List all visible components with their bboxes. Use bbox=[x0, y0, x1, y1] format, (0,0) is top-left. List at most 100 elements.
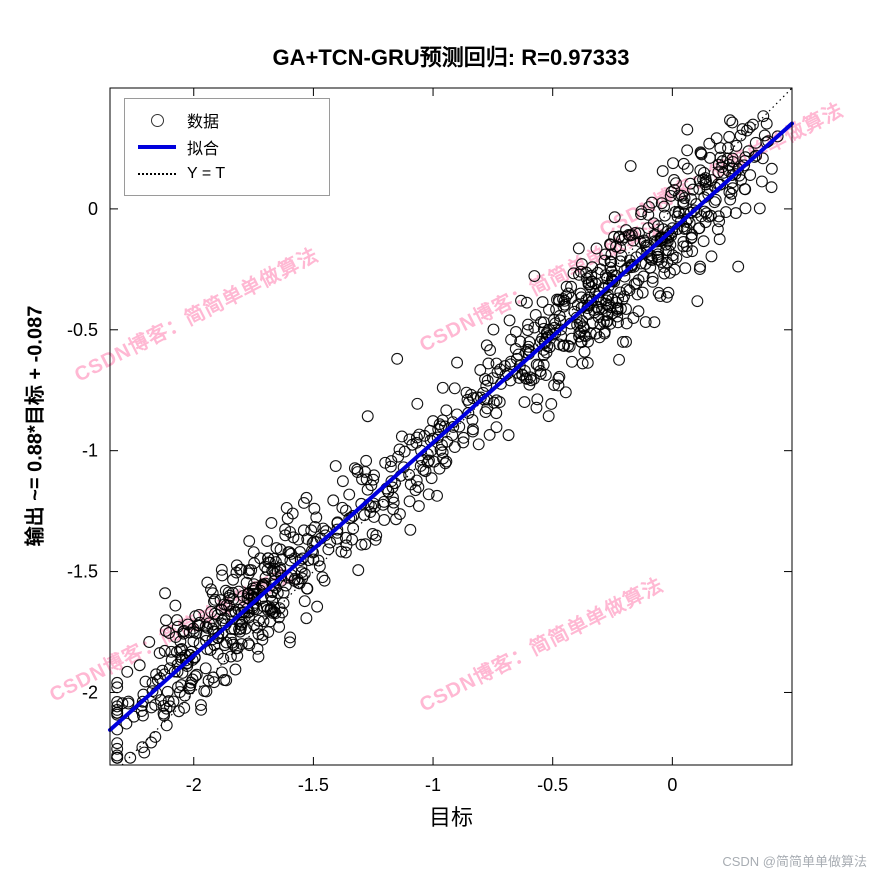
data-point bbox=[635, 205, 648, 218]
data-point bbox=[313, 560, 326, 573]
data-point bbox=[639, 316, 652, 329]
data-point bbox=[558, 294, 571, 307]
data-point bbox=[514, 335, 527, 348]
data-point bbox=[474, 364, 487, 376]
data-point bbox=[287, 531, 300, 544]
data-point bbox=[387, 491, 399, 504]
data-point bbox=[575, 258, 588, 271]
data-point bbox=[723, 130, 736, 143]
data-point bbox=[331, 523, 344, 536]
data-point bbox=[243, 535, 256, 547]
data-point bbox=[301, 582, 314, 595]
data-point bbox=[686, 183, 699, 196]
data-point bbox=[536, 296, 549, 308]
data-point bbox=[137, 709, 149, 722]
data-point bbox=[713, 215, 726, 228]
data-point bbox=[143, 636, 156, 648]
data-point bbox=[589, 277, 602, 290]
data-point bbox=[503, 314, 516, 327]
data-point bbox=[163, 626, 175, 639]
data-point bbox=[691, 295, 704, 308]
data-point bbox=[727, 155, 739, 168]
data-point bbox=[747, 118, 759, 131]
data-point bbox=[268, 562, 280, 575]
data-point bbox=[280, 501, 293, 514]
data-point bbox=[605, 256, 618, 269]
data-point bbox=[433, 418, 446, 431]
data-point bbox=[256, 629, 269, 641]
data-point bbox=[111, 737, 124, 750]
data-point bbox=[574, 265, 587, 278]
data-point bbox=[720, 206, 732, 219]
data-point bbox=[138, 746, 151, 759]
data-point bbox=[575, 336, 588, 349]
data-point bbox=[648, 228, 661, 241]
data-point bbox=[288, 574, 301, 587]
data-point bbox=[201, 576, 214, 589]
data-point bbox=[246, 582, 259, 595]
data-point bbox=[756, 152, 769, 165]
data-point bbox=[598, 282, 610, 295]
data-point bbox=[573, 330, 586, 343]
data-point bbox=[360, 454, 373, 467]
data-point bbox=[368, 469, 380, 482]
data-point bbox=[209, 593, 221, 606]
data-point bbox=[355, 538, 368, 551]
data-point bbox=[699, 178, 712, 191]
data-point bbox=[264, 556, 277, 569]
data-point bbox=[199, 629, 212, 642]
data-point bbox=[586, 294, 599, 307]
data-point bbox=[611, 304, 624, 317]
data-point bbox=[451, 356, 464, 369]
data-point bbox=[548, 314, 560, 326]
data-point bbox=[159, 587, 172, 600]
data-point bbox=[229, 663, 242, 676]
data-point bbox=[311, 600, 324, 613]
data-point bbox=[490, 394, 503, 407]
legend-item-fit: 拟合 bbox=[135, 134, 319, 160]
data-point bbox=[308, 502, 321, 515]
data-point bbox=[194, 699, 207, 712]
data-point bbox=[755, 175, 768, 188]
legend-label: 数据 bbox=[187, 114, 220, 132]
data-point bbox=[422, 488, 435, 501]
data-point bbox=[417, 463, 430, 476]
data-point bbox=[711, 223, 724, 236]
data-point bbox=[215, 563, 228, 576]
data-point bbox=[329, 460, 342, 472]
data-point bbox=[312, 554, 325, 567]
data-point bbox=[582, 335, 594, 348]
data-point bbox=[224, 650, 237, 663]
data-point bbox=[613, 231, 625, 244]
data-point bbox=[522, 318, 534, 331]
data-point bbox=[461, 393, 474, 406]
data-point bbox=[724, 193, 737, 206]
y-axis-label: 输出 ~= 0.88*目标 + -0.087 bbox=[24, 305, 47, 547]
data-point bbox=[251, 642, 264, 655]
data-point bbox=[153, 647, 166, 660]
data-point bbox=[432, 423, 445, 436]
data-point bbox=[531, 393, 544, 406]
data-point bbox=[610, 240, 622, 253]
data-point bbox=[252, 650, 265, 663]
data-point bbox=[482, 357, 495, 370]
data-point bbox=[257, 600, 270, 613]
data-point bbox=[403, 495, 416, 508]
data-point bbox=[694, 260, 707, 273]
data-point bbox=[522, 340, 535, 353]
data-point bbox=[436, 446, 449, 459]
data-point bbox=[241, 602, 254, 615]
data-point bbox=[712, 210, 725, 223]
data-point bbox=[243, 639, 256, 652]
data-point bbox=[581, 356, 594, 369]
data-point bbox=[684, 206, 697, 219]
data-point bbox=[660, 244, 673, 257]
data-point bbox=[175, 679, 188, 692]
data-point bbox=[121, 665, 134, 678]
data-point bbox=[558, 298, 571, 311]
data-point bbox=[352, 564, 365, 577]
data-point bbox=[392, 450, 405, 463]
x-axis-label: 目标 bbox=[428, 805, 473, 830]
data-point bbox=[111, 695, 124, 708]
